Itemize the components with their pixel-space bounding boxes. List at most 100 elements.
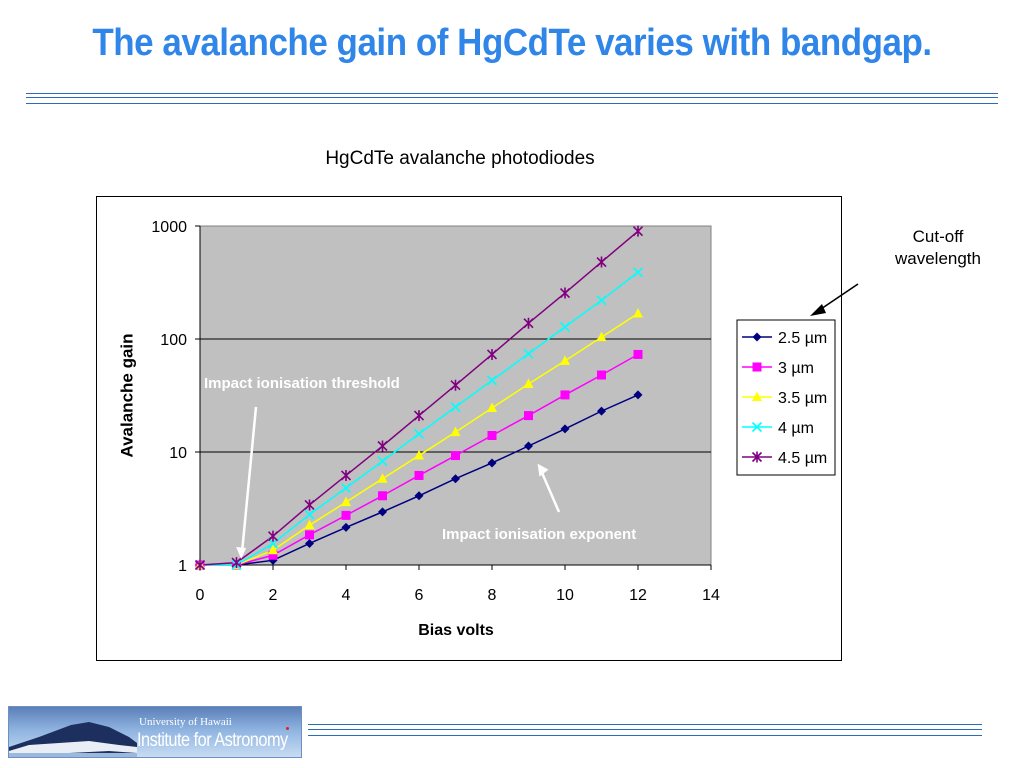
data-point [194, 559, 206, 571]
data-point [450, 401, 461, 413]
footer-rule [308, 724, 982, 725]
data-point [752, 362, 762, 372]
y-tick-label: 10 [169, 445, 187, 462]
data-point [304, 519, 315, 530]
threshold-annotation-text: Impact ionisation threshold [204, 375, 400, 392]
data-point [414, 470, 424, 480]
cutoff-label-line2: wavelength [894, 249, 981, 268]
mountain-logo-image [9, 722, 137, 757]
data-point [597, 370, 606, 380]
cutoff-arrowhead [810, 304, 826, 316]
data-point [632, 267, 644, 278]
data-point [524, 441, 533, 451]
exponent-arrow [540, 471, 561, 513]
data-point [596, 256, 607, 268]
y-tick-label: 1000 [151, 219, 187, 236]
legend-label: 3.5 µm [778, 390, 827, 407]
data-point [633, 349, 643, 359]
legend-label: 4.5 µm [778, 450, 827, 467]
exponent-arrowhead [537, 463, 549, 477]
x-tick-label: 6 [415, 587, 424, 604]
data-point [340, 482, 352, 494]
data-point [305, 530, 314, 540]
logo-institute-text: Institute for Astronomy [137, 730, 288, 751]
cutoff-label-line1: Cut-off [912, 227, 964, 246]
data-point [560, 424, 570, 434]
data-point [414, 450, 424, 460]
data-point [340, 469, 352, 481]
title-rule [26, 103, 998, 104]
data-point [752, 391, 762, 401]
data-point [523, 348, 534, 359]
data-point [267, 538, 279, 549]
data-point [633, 308, 643, 318]
cutoff-arrow [817, 283, 859, 312]
y-axis-label: Avalanche gain [118, 333, 137, 457]
data-point [377, 440, 388, 452]
data-point [751, 451, 763, 463]
data-point [632, 225, 644, 237]
legend-label: 4 µm [778, 420, 814, 437]
data-point [487, 402, 497, 413]
data-point [523, 317, 534, 329]
data-point [413, 410, 425, 422]
legend-label: 2.5 µm [778, 330, 827, 347]
data-point [559, 321, 571, 332]
title-rule [26, 93, 998, 94]
data-point [341, 522, 351, 532]
x-tick-label: 4 [342, 587, 351, 604]
y-tick-label: 100 [160, 332, 187, 349]
data-point [560, 355, 570, 365]
data-point [560, 390, 570, 400]
chart-title: HgCdTe avalanche photodiodes [325, 148, 595, 169]
data-point [267, 530, 279, 542]
institute-logo: University of Hawaii Institute for Astro… [8, 706, 302, 758]
footer-rule [308, 729, 982, 730]
data-point [377, 473, 388, 483]
x-tick-label: 2 [269, 587, 278, 604]
logo-university-text: University of Hawaii [139, 716, 232, 728]
data-point [451, 451, 460, 461]
data-point [377, 456, 388, 467]
data-point [597, 406, 606, 416]
data-point [304, 499, 315, 511]
legend-label: 3 µm [778, 360, 814, 377]
data-point [487, 430, 497, 440]
data-point [559, 287, 571, 299]
data-point [305, 538, 314, 548]
data-point [341, 496, 351, 507]
data-point [487, 458, 497, 468]
data-point [413, 428, 425, 439]
y-tick-label: 1 [178, 558, 187, 575]
slide-title: The avalanche gain of HgCdTe varies with… [92, 22, 932, 64]
x-axis-label: Bias volts [418, 622, 494, 639]
data-point [231, 557, 242, 569]
x-tick-label: 12 [629, 587, 647, 604]
data-point [451, 474, 460, 484]
data-point [486, 375, 498, 386]
data-point [341, 510, 351, 520]
x-tick-label: 10 [556, 587, 574, 604]
data-point [751, 421, 763, 433]
data-point [596, 295, 607, 306]
data-point [523, 378, 534, 388]
x-tick-label: 14 [702, 587, 720, 604]
data-point [752, 332, 762, 342]
data-point [378, 491, 387, 501]
data-point [414, 491, 424, 501]
title-rule [26, 97, 998, 98]
cutoff-wavelength-label: Cut-off wavelength [868, 226, 1008, 270]
data-point [450, 379, 461, 391]
data-point [596, 331, 607, 342]
data-point [304, 509, 315, 520]
logo-red-dot [286, 727, 289, 730]
x-tick-label: 0 [196, 587, 205, 604]
data-point [268, 544, 278, 555]
threshold-arrow [240, 406, 258, 552]
data-point [378, 507, 387, 517]
exponent-annotation-text: Impact ionisation exponent [442, 526, 636, 543]
data-point [450, 426, 461, 437]
data-point [268, 550, 278, 560]
data-point [486, 348, 498, 360]
